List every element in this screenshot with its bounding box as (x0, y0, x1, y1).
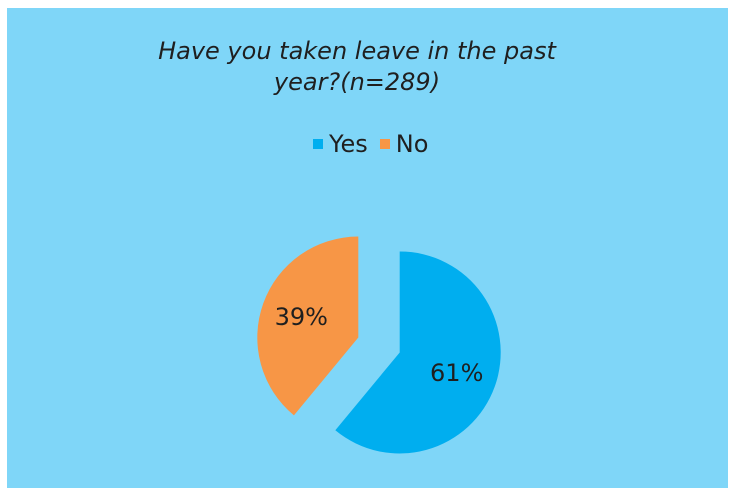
chart-legend: Yes No (313, 129, 440, 159)
legend-swatch-yes (313, 139, 323, 149)
chart-title-line-1: Have you taken leave in the past (158, 37, 556, 65)
legend-item-yes: Yes (313, 130, 368, 158)
legend-label-yes: Yes (329, 130, 368, 158)
legend-label-no: No (395, 130, 429, 158)
chart-area: Have you taken leave in the past year?(n… (7, 8, 728, 488)
legend-swatch-no (379, 139, 390, 149)
pie-chart: 61% 39% (257, 236, 501, 454)
pie-slice-no (257, 236, 359, 416)
chart-title-line-2: year?(n=289) (273, 68, 441, 96)
data-label-yes: 61% (430, 359, 483, 387)
chart-title: Have you taken leave in the past year?(n… (7, 36, 707, 98)
pie-slice-yes (335, 251, 501, 454)
legend-item-no: No (379, 130, 429, 158)
data-label-no: 39% (275, 303, 328, 331)
